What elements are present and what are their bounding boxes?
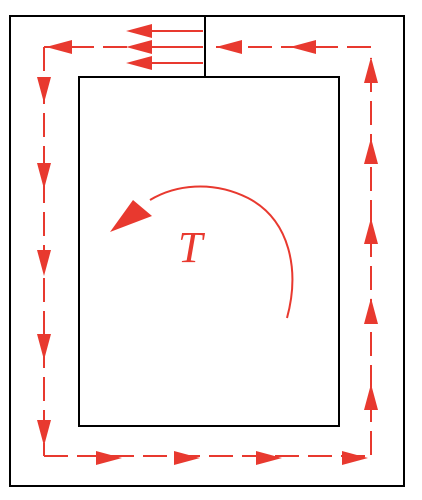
cross-section	[9, 15, 405, 487]
flow-arrow-down-icon	[37, 334, 51, 360]
outer-wall	[9, 15, 405, 487]
flow-arrow-left-icon	[216, 40, 242, 54]
flow-arrow-down-icon	[37, 163, 51, 189]
flow-arrow-right-icon	[256, 451, 282, 465]
torque-arrow-icon	[110, 200, 152, 232]
flow-arrow-left-icon	[126, 40, 152, 54]
flow-arrow-left-icon	[126, 56, 152, 70]
inner-wall	[78, 76, 340, 427]
flow-arrow-right-icon	[96, 451, 122, 465]
flow-arrow-up-icon	[364, 384, 378, 410]
flow-arrow-up-icon	[364, 138, 378, 164]
torque-arc	[149, 185, 294, 319]
flow-arrow-down-icon	[37, 420, 51, 446]
flow-arrow-left-icon	[290, 40, 316, 54]
flow-arrow-down-icon	[37, 77, 51, 103]
torque: T	[110, 185, 294, 319]
flow-arrow-up-icon	[364, 218, 378, 244]
shear-flow	[37, 24, 378, 465]
flow-arrow-right-icon	[342, 451, 368, 465]
flow-arrow-down-icon	[37, 250, 51, 276]
flow-arrow-up-icon	[364, 57, 378, 83]
torque-label: T	[178, 223, 206, 272]
flow-arrow-right-icon	[174, 451, 200, 465]
flow-arrow-left-icon	[46, 40, 72, 54]
flow-arrow-up-icon	[364, 298, 378, 324]
flow-arrow-left-icon	[126, 24, 152, 38]
